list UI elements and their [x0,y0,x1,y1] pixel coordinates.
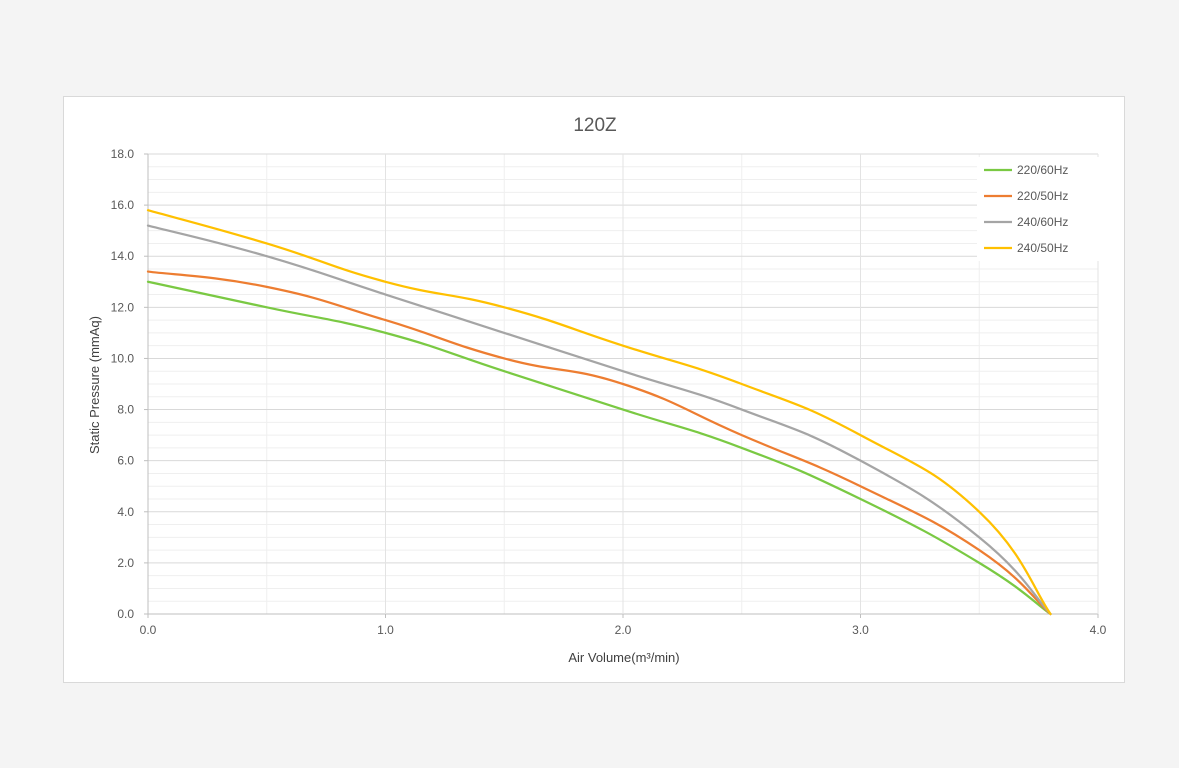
y-tick-label: 8.0 [117,403,134,417]
legend: 220/60Hz 220/50Hz 240/60Hz 240/50Hz [977,157,1101,261]
x-tick-label: 4.0 [1090,623,1107,637]
y-tick-label: 6.0 [117,454,134,468]
x-axis-title: Air Volume(m³/min) [568,650,679,665]
series-line-240-60hz [146,224,1052,616]
series-line-220-60hz [146,280,1052,616]
y-tick-label: 18.0 [111,147,135,161]
line-chart: 0.0 2.0 4.0 6.0 8.0 10.0 12.0 14.0 16.0 18.0 0.0 1.… [87,115,1107,665]
axis-layer: 0.0 2.0 4.0 6.0 8.0 10.0 12.0 14.0 16.0 18.0 0.0 1.… [111,147,1107,637]
y-tick-label: 4.0 [117,505,134,519]
legend-label: 240/60Hz [1017,215,1068,229]
y-tick-label: 12.0 [111,300,135,314]
y-tick-label: 14.0 [111,249,135,263]
x-tick-label: 0.0 [140,623,157,637]
legend-label: 220/50Hz [1017,189,1068,203]
series-layer [146,209,1052,616]
series-line-240-50hz [146,209,1052,616]
x-tick-label: 1.0 [377,623,394,637]
y-tick-label: 0.0 [117,607,134,621]
y-tick-label: 10.0 [111,351,135,365]
x-tick-label: 2.0 [615,623,632,637]
y-tick-label: 2.0 [117,556,134,570]
legend-background [977,157,1101,261]
y-tick-label: 16.0 [111,198,135,212]
legend-label: 220/60Hz [1017,163,1068,177]
chart-title: 120Z [573,115,617,136]
series-line-220-50hz [146,270,1052,616]
x-tick-label: 3.0 [852,623,869,637]
chart-card: 0.0 2.0 4.0 6.0 8.0 10.0 12.0 14.0 16.0 18.0 0.0 1.… [63,96,1125,683]
legend-label: 240/50Hz [1017,241,1068,255]
y-axis-title: Static Pressure (mmAq) [87,316,102,454]
